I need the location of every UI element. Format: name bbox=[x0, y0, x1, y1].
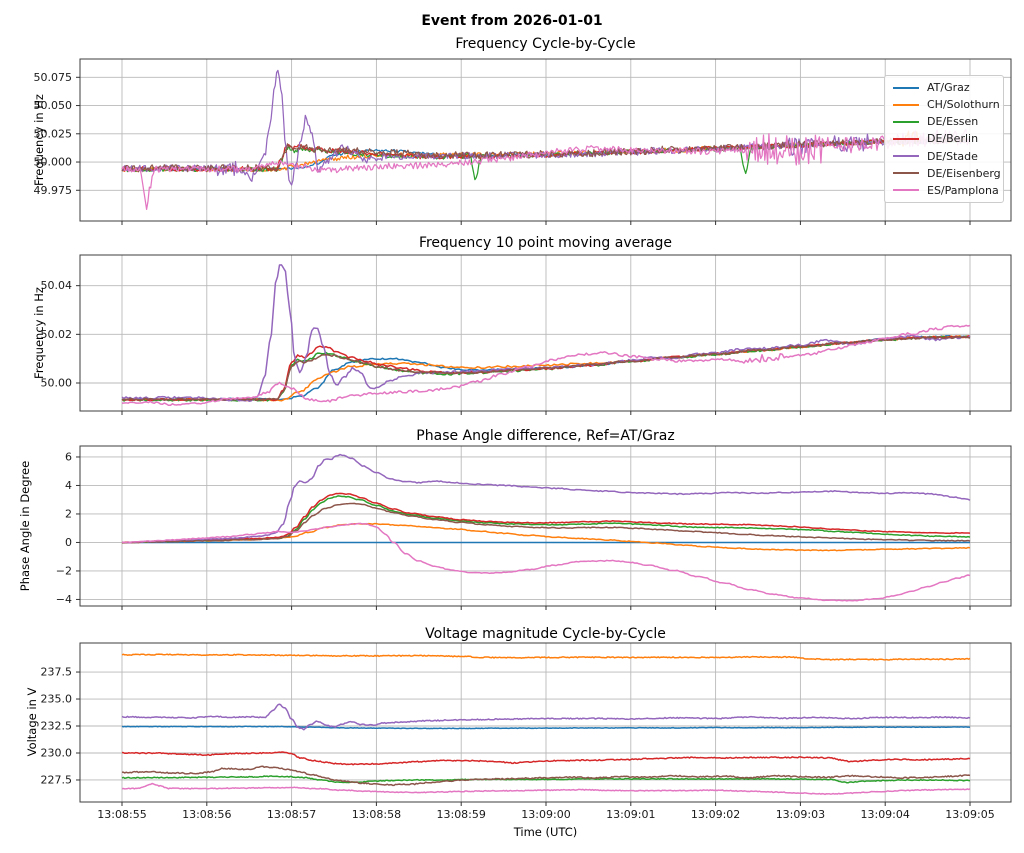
legend-item-label: ES/Pamplona bbox=[927, 183, 999, 197]
legend-item: DE/Essen bbox=[893, 115, 995, 128]
y-tick-label: 50.000 bbox=[34, 156, 73, 169]
series-line-es-pamplona bbox=[121, 128, 971, 211]
y-tick-label: 50.04 bbox=[41, 279, 73, 292]
x-tick-label: 13:08:57 bbox=[267, 808, 316, 821]
series-line-de-berlin bbox=[121, 751, 971, 766]
y-tick-label: 50.00 bbox=[41, 377, 73, 390]
legend-line-sample bbox=[893, 172, 919, 175]
series-line-ch-solothurn bbox=[121, 653, 971, 661]
series-line-es-pamplona bbox=[121, 324, 971, 407]
y-tick-label: 227.5 bbox=[41, 773, 73, 786]
legend-line-sample bbox=[893, 189, 919, 192]
x-tick-label: 13:09:00 bbox=[521, 808, 570, 821]
y-tick-label: 6 bbox=[65, 450, 72, 463]
x-tick-label: 13:09:01 bbox=[606, 808, 655, 821]
y-tick-label: 0 bbox=[65, 536, 72, 549]
y-tick-label: 230.0 bbox=[41, 746, 73, 759]
plot-area bbox=[80, 446, 1011, 606]
x-tick-label: 13:09:03 bbox=[776, 808, 825, 821]
legend-line-sample bbox=[893, 120, 919, 123]
legend-item-label: DE/Essen bbox=[927, 115, 979, 129]
subplot-title-frequency-cycle: Frequency Cycle-by-Cycle bbox=[455, 36, 636, 52]
legend-item-label: DE/Stade bbox=[927, 149, 978, 163]
x-tick-label: 13:09:02 bbox=[691, 808, 740, 821]
subplot-title-voltage-magnitude: Voltage magnitude Cycle-by-Cycle bbox=[425, 626, 666, 642]
y-axis-label-frequency-2: Frequency in Hz bbox=[32, 287, 46, 379]
series-line-es-pamplona bbox=[121, 522, 971, 602]
x-axis-label: Time (UTC) bbox=[513, 825, 578, 839]
series-line-de-eisenberg bbox=[121, 765, 971, 787]
y-tick-label: 2 bbox=[65, 507, 72, 520]
legend-item: AT/Graz bbox=[893, 81, 995, 94]
legend-item-label: CH/Solothurn bbox=[927, 98, 1000, 112]
y-tick-label: 50.075 bbox=[34, 71, 73, 84]
series-line-de-essen bbox=[121, 775, 971, 784]
legend-item-label: DE/Eisenberg bbox=[927, 166, 1001, 180]
legend-line-sample bbox=[893, 86, 919, 89]
y-tick-label: 49.975 bbox=[34, 184, 73, 197]
legend-item: DE/Berlin bbox=[893, 132, 995, 145]
y-tick-label: −2 bbox=[56, 564, 72, 577]
legend-item: ES/Pamplona bbox=[893, 184, 999, 197]
x-tick-label: 13:09:05 bbox=[945, 808, 994, 821]
y-tick-label: 235.0 bbox=[41, 693, 73, 706]
figure-title: Event from 2026-01-01 bbox=[421, 13, 603, 29]
subplot-title-moving-average: Frequency 10 point moving average bbox=[418, 235, 673, 251]
legend-item: DE/Stade bbox=[893, 150, 995, 163]
y-axis-label-frequency-1: Frequency in Hz bbox=[32, 94, 46, 186]
y-tick-label: 4 bbox=[65, 479, 72, 492]
series-line-at-graz bbox=[121, 725, 971, 730]
y-tick-label: 50.050 bbox=[34, 99, 73, 112]
legend-line-sample bbox=[893, 155, 919, 158]
legend-item: DE/Eisenberg bbox=[893, 167, 1001, 180]
y-tick-label: 237.5 bbox=[41, 666, 73, 679]
y-tick-label: −4 bbox=[56, 593, 72, 606]
series-line-de-stade bbox=[121, 453, 971, 544]
x-tick-label: 13:08:56 bbox=[182, 808, 231, 821]
legend-item-label: AT/Graz bbox=[927, 81, 970, 95]
plot-area bbox=[80, 255, 1011, 411]
y-tick-label: 50.025 bbox=[34, 127, 73, 140]
x-tick-label: 13:08:58 bbox=[352, 808, 401, 821]
legend-item: CH/Solothurn bbox=[893, 98, 1000, 111]
legend-line-sample bbox=[893, 103, 919, 106]
series-line-de-stade bbox=[121, 703, 971, 731]
series-line-de-eisenberg bbox=[121, 335, 971, 402]
x-tick-label: 13:09:04 bbox=[860, 808, 909, 821]
y-axis-label-phase-angle: Phase Angle in Degree bbox=[18, 460, 32, 592]
y-axis-label-voltage: Voltage in V bbox=[25, 687, 39, 757]
legend-line-sample bbox=[893, 137, 919, 140]
y-tick-label: 50.02 bbox=[41, 328, 73, 341]
series-line-es-pamplona bbox=[121, 782, 971, 796]
legend: AT/Graz CH/Solothurn DE/Essen DE/Berlin … bbox=[884, 75, 1004, 203]
x-tick-label: 13:08:59 bbox=[436, 808, 485, 821]
y-tick-label: 232.5 bbox=[41, 720, 73, 733]
x-tick-label: 13:08:55 bbox=[97, 808, 146, 821]
legend-item-label: DE/Berlin bbox=[927, 132, 979, 146]
subplot-title-phase-angle: Phase Angle difference, Ref=AT/Graz bbox=[416, 428, 675, 444]
series-line-de-eisenberg bbox=[121, 502, 971, 544]
